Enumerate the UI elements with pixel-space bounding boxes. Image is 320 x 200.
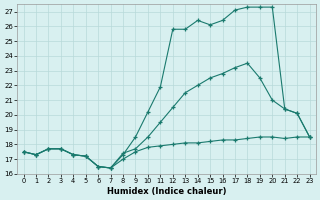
- X-axis label: Humidex (Indice chaleur): Humidex (Indice chaleur): [107, 187, 226, 196]
